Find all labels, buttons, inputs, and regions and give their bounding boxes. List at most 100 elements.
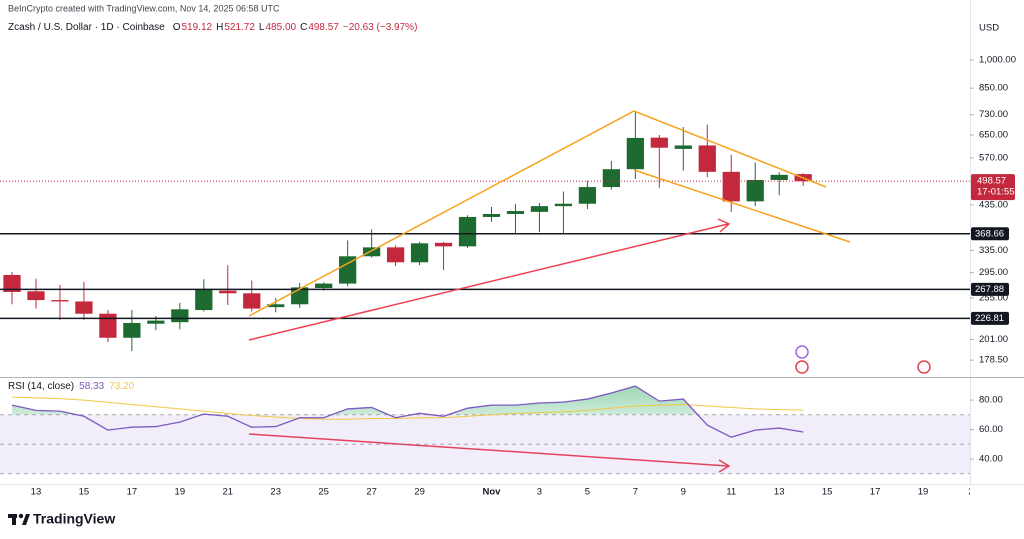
rsi-pane <box>0 385 970 475</box>
candle-body <box>362 247 381 257</box>
candle-body <box>530 206 549 212</box>
x-tick-label: 3 <box>537 487 542 498</box>
candle-body <box>602 169 621 188</box>
x-tick-label: 21 <box>222 487 233 498</box>
candle-body <box>578 187 597 204</box>
y-tick-label: 80.00 <box>979 395 1003 406</box>
candle-body <box>746 179 764 202</box>
y-tick-label: 435.00 <box>979 199 1008 210</box>
candle-body <box>171 309 189 323</box>
y-tick-label: 650.00 <box>979 129 1008 140</box>
event-icons <box>795 345 931 374</box>
y-tick-label: 255.00 <box>979 293 1008 304</box>
candle-body <box>27 291 45 301</box>
legend-item: 498.57 <box>308 22 339 33</box>
x-tick-label: 25 <box>318 487 329 498</box>
rsi-trend-arrow <box>248 433 729 467</box>
rsi-legend: RSI (14, close) 58.33 73.20 <box>8 381 135 392</box>
y-tick-label: 60.00 <box>979 424 1003 435</box>
candle-body <box>770 174 788 180</box>
candle-body <box>51 300 69 302</box>
logo-text: TradingView <box>33 511 115 527</box>
logo-mark <box>12 514 16 525</box>
candle-body <box>195 289 213 311</box>
logo-mark <box>22 514 30 525</box>
y-tick-label: 40.00 <box>979 453 1003 464</box>
level-box <box>971 282 1009 296</box>
candle-body <box>123 322 141 338</box>
candle-body <box>315 283 333 289</box>
x-tick-label: 13 <box>774 487 785 498</box>
event-icon <box>917 360 931 374</box>
x-tick-label: 15 <box>79 487 90 498</box>
level-label: 368.66 <box>975 228 1004 239</box>
y-tick-label: 570.00 <box>979 152 1008 163</box>
y-tick-label: 201.00 <box>979 334 1008 345</box>
rsi-line <box>11 385 804 438</box>
y-tick-label: 850.00 <box>979 83 1008 94</box>
rsi-line <box>11 396 804 420</box>
level-label: 226.81 <box>975 313 1004 324</box>
candle-body <box>219 290 237 294</box>
x-tick-label: 15 <box>822 487 833 498</box>
level-box <box>971 227 1009 241</box>
legend-item: 521.72 <box>224 22 255 33</box>
x-tick-label: Nov <box>483 487 502 498</box>
trend-line <box>248 110 827 317</box>
x-tick-label: 9 <box>681 487 686 498</box>
candle-body <box>722 171 740 202</box>
candle-body <box>147 320 165 324</box>
x-tick-label: 27 <box>366 487 377 498</box>
candle-body <box>482 213 501 217</box>
currency-label: USD <box>979 23 999 34</box>
y-tick-label: 178.50 <box>979 355 1008 366</box>
legend-item: C <box>300 22 307 33</box>
y-tick-label: 1,000.00 <box>979 54 1016 65</box>
time-axis: 13 15 17 19 21 23 25 27 29 Nov 3 5 7 9 11 13 15 17 19 2 <box>31 487 973 498</box>
candle-body <box>506 211 525 214</box>
y-tick-label: 730.00 <box>979 109 1008 120</box>
legend-item: 73.20 <box>109 381 134 392</box>
x-tick-label: 19 <box>175 487 186 498</box>
x-tick-label: 11 <box>726 487 736 498</box>
candle-body <box>99 313 117 338</box>
legend-item: 58.33 <box>79 381 104 392</box>
price-label: 498.57 <box>977 176 1006 187</box>
legend-item: O <box>173 22 181 33</box>
x-tick-label: 2 <box>968 487 973 498</box>
candle-body <box>458 216 477 247</box>
overbought-fill <box>12 386 804 415</box>
x-tick-label: 17 <box>870 487 881 498</box>
event-icon <box>795 360 809 374</box>
arrow-head <box>718 459 731 473</box>
legend-item: H <box>216 22 223 33</box>
candle-body <box>386 247 405 263</box>
ohlc-legend: Zcash / U.S. Dollar · 1D · Coinbase O519.… <box>8 22 417 33</box>
candle-body <box>243 293 261 309</box>
trend-arrow <box>248 223 729 341</box>
price-pane: 1,000.00 850.00 730.00 650.00 570.00 435.00 33… <box>0 54 1016 366</box>
level-box <box>971 311 1009 325</box>
legend-item: 485.00 <box>265 22 296 33</box>
candle-body <box>267 304 285 308</box>
candle-body <box>698 145 716 172</box>
candle-body <box>554 203 573 207</box>
legend-item: −20.63 (−3.97%) <box>343 22 418 33</box>
legend-item: 519.12 <box>182 22 213 33</box>
candle-body <box>650 137 668 148</box>
legend-item: Zcash / U.S. Dollar · 1D · Coinbase <box>8 22 165 33</box>
y-tick-label: 335.00 <box>979 245 1008 256</box>
x-tick-label: 23 <box>270 487 281 498</box>
trend-line <box>633 169 851 243</box>
arrow-head <box>717 218 731 233</box>
level-label: 267.88 <box>975 284 1004 295</box>
candle-body <box>3 274 21 292</box>
candle-body <box>339 256 357 284</box>
countdown: 17-01:55 <box>977 187 1015 198</box>
logo: TradingView <box>8 511 115 527</box>
price-box <box>971 174 1015 201</box>
x-tick-label: 19 <box>918 487 929 498</box>
candle-body <box>434 242 453 247</box>
x-tick-label: 17 <box>127 487 138 498</box>
